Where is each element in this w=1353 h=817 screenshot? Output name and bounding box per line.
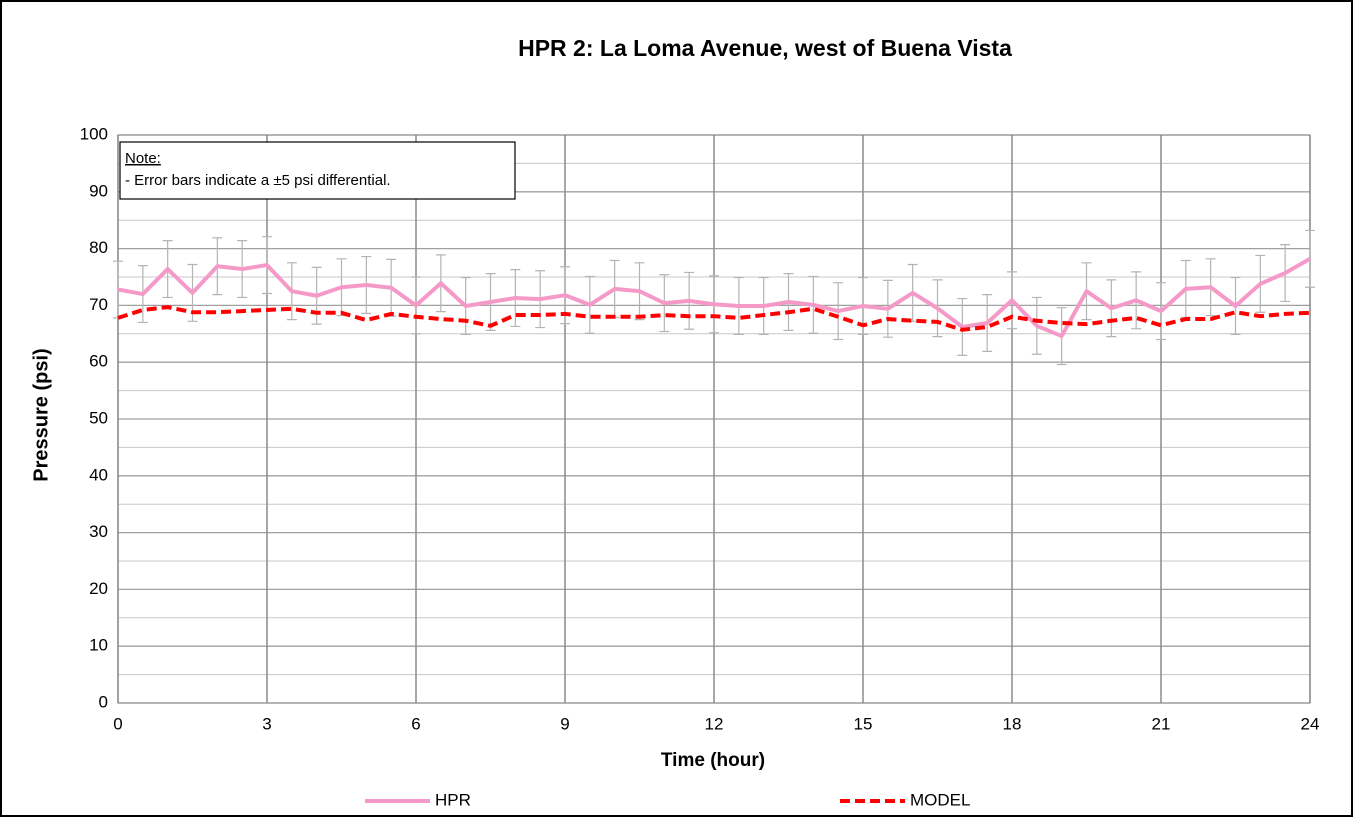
x-tick-label: 9 (560, 714, 569, 733)
y-tick-label: 10 (89, 636, 108, 655)
plot-border (117, 134, 1311, 704)
x-tick-label: 6 (411, 714, 420, 733)
y-tick-label: 50 (89, 408, 108, 427)
x-tick-label: 18 (1003, 714, 1022, 733)
x-tick-label: 3 (262, 714, 271, 733)
x-tick-label: 24 (1301, 714, 1320, 733)
y-axis-label: Pressure (psi) (30, 348, 52, 481)
y-tick-label: 40 (89, 465, 108, 484)
note-heading: Note: (125, 150, 161, 167)
y-tick-label: 70 (89, 295, 108, 314)
series-line (117, 305, 1311, 332)
x-axis-label: Time (hour) (661, 750, 765, 771)
x-tick-label: 21 (1152, 714, 1171, 733)
y-tick-label: 20 (89, 579, 108, 598)
y-tick-label: 80 (89, 238, 108, 257)
note-box (119, 141, 516, 200)
note-text: - Error bars indicate a ±5 psi different… (125, 172, 391, 189)
y-tick-label: 0 (99, 692, 108, 711)
legend-label: HPR (435, 790, 471, 809)
y-tick-label: 30 (89, 522, 108, 541)
chart-title: HPR 2: La Loma Avenue, west of Buena Vis… (518, 35, 1012, 61)
x-tick-label: 15 (854, 714, 873, 733)
x-tick-label: 0 (113, 714, 122, 733)
y-tick-label: 100 (80, 124, 108, 143)
x-tick-label: 12 (705, 714, 724, 733)
legend-label: MODEL (910, 790, 970, 809)
y-tick-label: 60 (89, 352, 108, 371)
series-line (117, 257, 1311, 339)
y-tick-label: 90 (89, 181, 108, 200)
